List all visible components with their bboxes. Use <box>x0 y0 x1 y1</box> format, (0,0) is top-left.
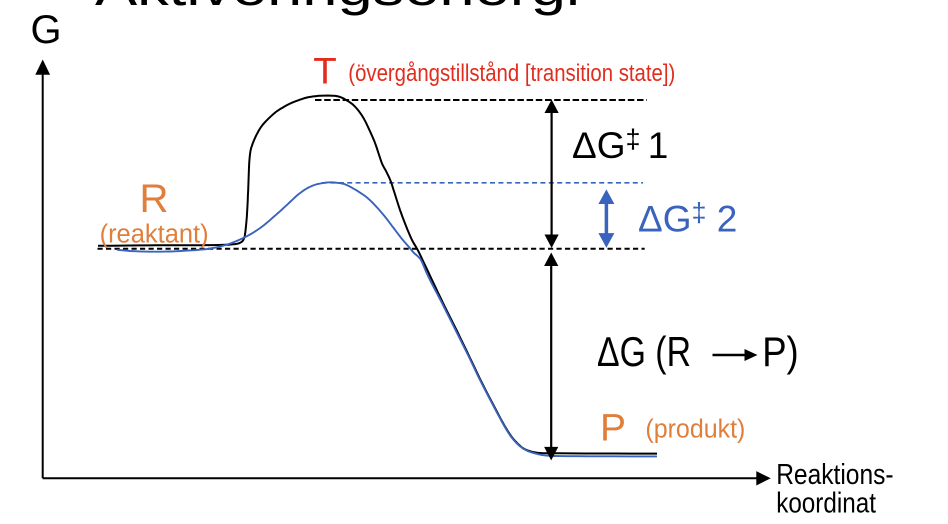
svg-text:(övergångstillstånd [transitio: (övergångstillstånd [transition state]) <box>348 60 675 87</box>
svg-text:G: G <box>31 8 62 52</box>
svg-text:(produkt): (produkt) <box>645 416 745 444</box>
svg-text:R: R <box>140 177 169 221</box>
svg-text:koordinat: koordinat <box>776 487 876 519</box>
svg-text:ΔG (R: ΔG (R <box>597 328 691 375</box>
svg-text:ΔG‡ 1: ΔG‡ 1 <box>572 124 668 166</box>
svg-text:P): P) <box>762 328 799 375</box>
svg-text:(reaktant): (reaktant) <box>100 221 209 249</box>
svg-text:Reaktions-: Reaktions- <box>776 459 893 491</box>
svg-text:P: P <box>600 407 626 449</box>
svg-text:T: T <box>313 51 337 92</box>
svg-text:Aktiveringsenergi: Aktiveringsenergi <box>95 0 580 16</box>
svg-text:ΔG‡ 2: ΔG‡ 2 <box>638 198 737 240</box>
